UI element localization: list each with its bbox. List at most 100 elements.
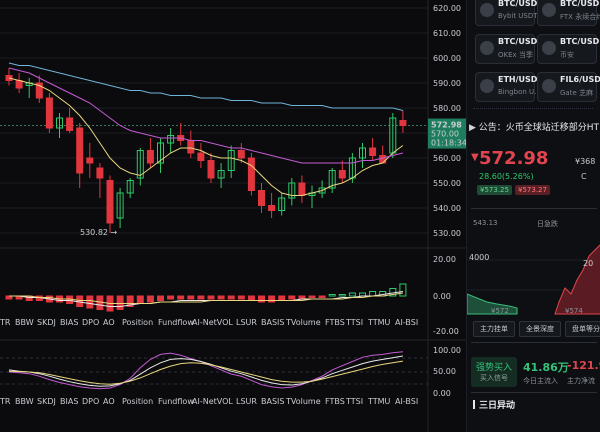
ind2-axis-label: 50.00 bbox=[433, 367, 456, 376]
ind1-axis-label: -20.00 bbox=[433, 327, 459, 336]
chip-button[interactable]: 主力挂单 bbox=[473, 321, 515, 337]
indicator-tab-ao[interactable]: AO bbox=[103, 318, 115, 327]
candle-body bbox=[146, 150, 154, 164]
indicator-tab-dpo[interactable]: DPO bbox=[82, 318, 99, 327]
metric-label: 强势买入 bbox=[475, 363, 512, 373]
indicator-panel-2 bbox=[0, 351, 428, 390]
indicator-tab-ai-netvol[interactable]: AI-NetVOL bbox=[192, 397, 233, 406]
candle-body bbox=[258, 190, 265, 206]
price-axis-label: 550.00 bbox=[433, 179, 461, 188]
pair-exchange: Gate 芝麻 bbox=[560, 89, 593, 97]
pair-exchange: Bybit USDT bbox=[498, 12, 538, 20]
last-price-tag bbox=[428, 118, 466, 149]
candle-body bbox=[167, 135, 175, 144]
indicator-tab-ftbs[interactable]: FTBS bbox=[325, 318, 345, 327]
main-candlestick-chart[interactable]: 530.82 → 620.00 610.00 600.00 590.00 580.00 5… bbox=[0, 0, 466, 432]
price-axis: 620.00 610.00 600.00 590.00 580.00 570.00 560.… bbox=[428, 4, 466, 398]
candle-body bbox=[35, 82, 43, 99]
histogram-bar bbox=[86, 295, 94, 309]
indicator-tab-ttmu[interactable]: TTMU bbox=[367, 397, 391, 406]
candle-body bbox=[237, 150, 245, 159]
pair-card[interactable]: BTC/USD FTX 永续合约 bbox=[537, 0, 600, 26]
exchange-logo-icon bbox=[542, 3, 556, 17]
pair-card[interactable]: ETH/USDT Bingbon U... bbox=[475, 72, 543, 102]
indicator-tab-ftbs[interactable]: FTBS bbox=[325, 397, 345, 406]
indicator-tab-bias[interactable]: BIAS bbox=[60, 318, 78, 327]
pair-card[interactable]: BTC/USDT Bybit USDT bbox=[475, 0, 543, 26]
pair-symbol: BTC/USD bbox=[498, 37, 538, 46]
indicator-tab-fundflow[interactable]: Fundflow bbox=[158, 397, 194, 406]
indicator-tab-skdj[interactable]: SKDJ bbox=[37, 318, 56, 327]
indicator-tab-ai-bsi[interactable]: AI-BSI bbox=[395, 318, 418, 327]
indicator-tab-bbw[interactable]: BBW bbox=[15, 318, 34, 327]
indicator-tab-fundflow[interactable]: Fundflow bbox=[158, 318, 194, 327]
announcement-icon: ▶ bbox=[469, 123, 479, 133]
indicator-tab-skdj[interactable]: SKDJ bbox=[37, 397, 56, 406]
price-axis-label: 540.00 bbox=[433, 204, 461, 213]
indicator-tab-ai-netvol[interactable]: AI-NetVOL bbox=[192, 318, 233, 327]
histogram-bar bbox=[348, 292, 356, 297]
countdown-timer: 01:18:34 bbox=[431, 139, 466, 148]
exchange-logo-icon bbox=[480, 41, 494, 55]
indicator-tab-basis[interactable]: BASIS bbox=[261, 397, 284, 406]
indicator-tab-dpo[interactable]: DPO bbox=[82, 397, 99, 406]
pair-card[interactable]: BTC/USD OKEx 当季 bbox=[475, 34, 538, 64]
indicator-tab-tr[interactable]: TR bbox=[0, 397, 11, 406]
candle-body bbox=[207, 160, 215, 179]
moving-average-lines bbox=[8, 62, 404, 196]
indicator-tab-bbw[interactable]: BBW bbox=[15, 397, 34, 406]
chip-button[interactable]: 全景深度 bbox=[519, 321, 561, 337]
depth-chart[interactable]: 4000 20 bbox=[467, 230, 600, 318]
candle-body bbox=[278, 197, 286, 211]
indicator-tab-tvolume[interactable]: TVolume bbox=[285, 397, 321, 406]
indicator-tab-ao[interactable]: AO bbox=[103, 397, 115, 406]
candle-body bbox=[106, 180, 114, 224]
indicator-tab-ttmu[interactable]: TTMU bbox=[367, 318, 391, 327]
histogram-bar bbox=[338, 294, 346, 297]
exchange-logo-icon bbox=[542, 79, 556, 93]
indicator-tab-basis[interactable]: BASIS bbox=[261, 318, 284, 327]
indicator-tab-ttsi[interactable]: TTSI bbox=[345, 397, 363, 406]
metric-value: -121.9 bbox=[567, 359, 600, 372]
indicator-tabs[interactable]: TR BBW SKDJ BIAS DPO AO Position FundflowAI-Net… bbox=[0, 318, 418, 406]
candle-body bbox=[96, 167, 104, 179]
indicator-tab-bias[interactable]: BIAS bbox=[60, 397, 78, 406]
indicator-tab-tvolume[interactable]: TVolume bbox=[285, 318, 321, 327]
indicator-tab-lsur[interactable]: LSUR bbox=[236, 318, 257, 327]
price-change-arrow-icon: ▼ bbox=[471, 152, 479, 163]
metric-value: 41.86万 bbox=[523, 361, 569, 374]
chip-button[interactable]: 盘单等分 bbox=[565, 321, 600, 337]
metric-value-sub: 主力净流 bbox=[567, 377, 595, 385]
candle-body bbox=[359, 147, 366, 159]
indicator-tab-ttsi[interactable]: TTSI bbox=[345, 318, 363, 327]
candles-layer: 530.82 → bbox=[5, 68, 407, 237]
price-axis-label: 560.00 bbox=[433, 154, 461, 163]
histogram-bar bbox=[167, 295, 175, 300]
chart-grid bbox=[0, 0, 466, 432]
candle-body bbox=[247, 157, 255, 191]
metric-value-sub: 今日主流入 bbox=[523, 377, 558, 385]
histogram-bar bbox=[217, 295, 225, 300]
indicator-tab-ai-bsi[interactable]: AI-BSI bbox=[395, 397, 418, 406]
candle-body bbox=[328, 170, 336, 189]
pair-symbol: BTC/USD bbox=[560, 0, 600, 8]
indicator-tab-position[interactable]: Position bbox=[122, 397, 153, 406]
pair-card[interactable]: BTC/USD 币安 bbox=[537, 34, 599, 64]
indicator-tab-lsur[interactable]: LSUR bbox=[236, 397, 257, 406]
candle-body bbox=[217, 170, 225, 179]
candle-body bbox=[136, 150, 144, 179]
histogram-bar bbox=[227, 295, 235, 300]
pair-card[interactable]: FIL6/USDT Gate 芝麻 bbox=[537, 72, 600, 102]
indicator-tab-position[interactable]: Position bbox=[122, 318, 153, 327]
indicator-tab-tr[interactable]: TR bbox=[0, 318, 11, 327]
histogram-bar bbox=[268, 295, 276, 303]
section-title: 三日异动 bbox=[473, 398, 515, 411]
exchange-logo-icon bbox=[480, 3, 494, 17]
announcement-bar[interactable]: ▶ 公告：火币全球站迁移部分HT至 bbox=[469, 120, 599, 136]
pair-exchange: FTX 永续合约 bbox=[560, 13, 600, 21]
candle-body bbox=[379, 155, 387, 164]
ind1-axis-label: 0.00 bbox=[433, 292, 451, 301]
price-change: 28.60(5.26%) bbox=[479, 172, 534, 181]
histogram-bar bbox=[288, 295, 296, 300]
indicator-line bbox=[9, 291, 403, 307]
